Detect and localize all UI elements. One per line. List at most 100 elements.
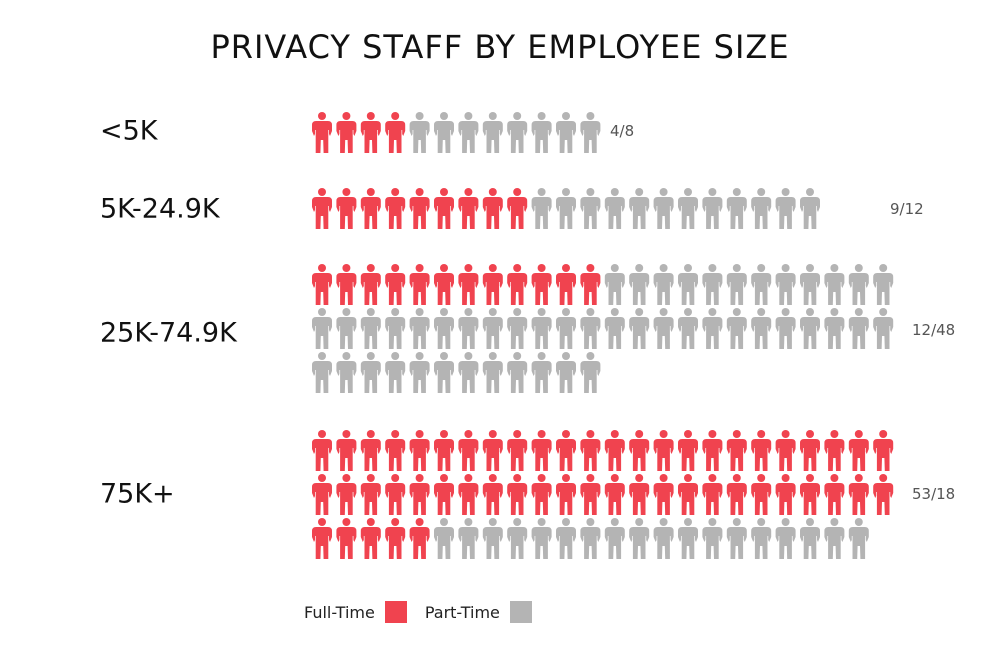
person-icon-25k-74-9k-part-time-33 <box>531 308 552 349</box>
person-icon-25k-74-9k-part-time-49 <box>336 352 357 393</box>
person-icon-75k-plus-full-time-24 <box>312 474 332 515</box>
person-icon-25k-74-9k-part-time-17 <box>726 264 747 305</box>
person-icon-25k-74-9k-part-time-12 <box>604 264 625 305</box>
person-icon-25k-74-9k-full-time-8 <box>507 264 528 305</box>
person-icon-75k-plus-full-time-12 <box>604 430 625 471</box>
person-icon-25k-74-9k-part-time-58 <box>556 352 576 393</box>
person-icon-75k-plus-full-time-39 <box>678 474 698 515</box>
person-icon-75k-plus-full-time-10 <box>556 430 576 471</box>
person-icon-25k-74-9k-part-time-47 <box>873 308 894 349</box>
legend: Full-Time Part-Time <box>304 598 550 626</box>
person-icon-25k-74-9k-part-time-42 <box>751 308 772 349</box>
person-icon-25k-74-9k-part-time-13 <box>629 264 650 305</box>
person-icon-5k-24-9k-full-time-6 <box>458 188 479 229</box>
person-icon-75k-plus-full-time-8 <box>507 430 528 471</box>
person-icon-25k-74-9k-part-time-44 <box>800 308 820 349</box>
person-icon-75k-plus-part-time-67 <box>775 518 796 559</box>
person-icon-75k-plus-part-time-57 <box>531 518 552 559</box>
person-icon-25k-74-9k-part-time-50 <box>360 352 381 393</box>
person-icon-75k-plus-full-time-23 <box>873 430 894 471</box>
person-icon-75k-plus-full-time-51 <box>385 518 406 559</box>
person-icon-75k-plus-full-time-6 <box>458 430 479 471</box>
person-icon-75k-plus-full-time-18 <box>751 430 772 471</box>
person-icon-75k-plus-full-time-28 <box>409 474 430 515</box>
person-icon-75k-plus-part-time-64 <box>702 518 723 559</box>
value-label-5k-24-9k: 9/12 <box>890 200 924 218</box>
person-icon-25k-74-9k-part-time-45 <box>824 308 845 349</box>
person-icon-75k-plus-part-time-55 <box>482 518 503 559</box>
person-icon-lt5k-part-time-10 <box>556 112 576 153</box>
legend-swatch-full-time <box>384 601 407 623</box>
person-icon-75k-plus-part-time-68 <box>800 518 820 559</box>
person-icon-25k-74-9k-full-time-2 <box>360 264 381 305</box>
person-icon-25k-74-9k-part-time-32 <box>507 308 528 349</box>
value-label-25k-74-9k: 12/48 <box>912 321 956 339</box>
person-icon-25k-74-9k-part-time-22 <box>848 264 869 305</box>
person-icon-25k-74-9k-part-time-21 <box>824 264 845 305</box>
person-icon-lt5k-full-time-3 <box>385 112 406 153</box>
person-icon-25k-74-9k-part-time-20 <box>800 264 820 305</box>
person-icon-5k-24-9k-full-time-5 <box>434 188 454 229</box>
person-icon-75k-plus-full-time-27 <box>385 474 406 515</box>
person-icon-5k-24-9k-full-time-7 <box>482 188 503 229</box>
person-icon-lt5k-full-time-2 <box>360 112 381 153</box>
category-label-lt5k: <5K <box>100 115 158 147</box>
person-icon-75k-plus-full-time-0 <box>312 430 332 471</box>
person-icon-75k-plus-full-time-33 <box>531 474 552 515</box>
person-icon-5k-24-9k-part-time-13 <box>629 188 650 229</box>
person-icon-lt5k-part-time-7 <box>482 112 503 153</box>
person-icon-75k-plus-full-time-13 <box>629 430 650 471</box>
person-icon-5k-24-9k-part-time-10 <box>556 188 576 229</box>
person-icon-5k-24-9k-part-time-15 <box>678 188 698 229</box>
person-icon-5k-24-9k-full-time-4 <box>409 188 430 229</box>
person-icon-25k-74-9k-part-time-56 <box>507 352 528 393</box>
person-icon-75k-plus-full-time-37 <box>629 474 650 515</box>
person-icon-25k-74-9k-part-time-53 <box>434 352 454 393</box>
person-icon-75k-plus-full-time-22 <box>848 430 869 471</box>
person-icon-75k-plus-part-time-69 <box>824 518 845 559</box>
person-icon-75k-plus-full-time-47 <box>873 474 894 515</box>
category-label-75k-plus: 75K+ <box>100 478 175 510</box>
person-icon-25k-74-9k-part-time-30 <box>458 308 479 349</box>
person-icon-25k-74-9k-part-time-51 <box>385 352 406 393</box>
legend-label-part-time: Part-Time <box>424 602 500 622</box>
value-label-lt5k: 4/8 <box>610 122 635 140</box>
person-icon-25k-74-9k-part-time-48 <box>312 352 332 393</box>
person-icon-75k-plus-part-time-61 <box>629 518 650 559</box>
person-icon-75k-plus-full-time-2 <box>360 430 381 471</box>
person-icon-75k-plus-part-time-59 <box>580 518 601 559</box>
person-icon-5k-24-9k-part-time-18 <box>751 188 772 229</box>
person-icon-75k-plus-part-time-54 <box>458 518 479 559</box>
person-icon-5k-24-9k-full-time-3 <box>385 188 406 229</box>
person-icon-25k-74-9k-full-time-1 <box>336 264 357 305</box>
person-icon-lt5k-full-time-1 <box>336 112 357 153</box>
person-icon-75k-plus-full-time-5 <box>434 430 454 471</box>
person-icon-lt5k-part-time-11 <box>580 112 601 153</box>
person-icon-75k-plus-full-time-14 <box>653 430 674 471</box>
category-label-5k-24-9k: 5K-24.9K <box>100 193 220 225</box>
person-icon-lt5k-part-time-5 <box>434 112 454 153</box>
person-icon-5k-24-9k-part-time-17 <box>726 188 747 229</box>
person-icon-25k-74-9k-part-time-52 <box>409 352 430 393</box>
person-icon-25k-74-9k-part-time-59 <box>580 352 601 393</box>
person-icon-75k-plus-full-time-17 <box>726 430 747 471</box>
person-icon-75k-plus-full-time-20 <box>800 430 820 471</box>
person-icon-75k-plus-part-time-63 <box>678 518 698 559</box>
person-icon-25k-74-9k-part-time-43 <box>775 308 796 349</box>
person-icon-75k-plus-full-time-50 <box>360 518 381 559</box>
legend-swatch-part-time <box>509 601 532 623</box>
person-icon-5k-24-9k-full-time-8 <box>507 188 528 229</box>
person-icon-lt5k-part-time-6 <box>458 112 479 153</box>
person-icon-75k-plus-full-time-49 <box>336 518 357 559</box>
person-icon-25k-74-9k-part-time-23 <box>873 264 894 305</box>
person-icon-75k-plus-part-time-58 <box>556 518 576 559</box>
person-icon-75k-plus-full-time-3 <box>385 430 406 471</box>
person-icon-75k-plus-full-time-32 <box>507 474 528 515</box>
person-icon-75k-plus-full-time-29 <box>434 474 454 515</box>
person-icon-5k-24-9k-full-time-1 <box>336 188 357 229</box>
person-icon-25k-74-9k-full-time-11 <box>580 264 601 305</box>
person-icon-5k-24-9k-full-time-2 <box>360 188 381 229</box>
person-icon-25k-74-9k-part-time-35 <box>580 308 601 349</box>
person-icon-75k-plus-full-time-15 <box>678 430 698 471</box>
